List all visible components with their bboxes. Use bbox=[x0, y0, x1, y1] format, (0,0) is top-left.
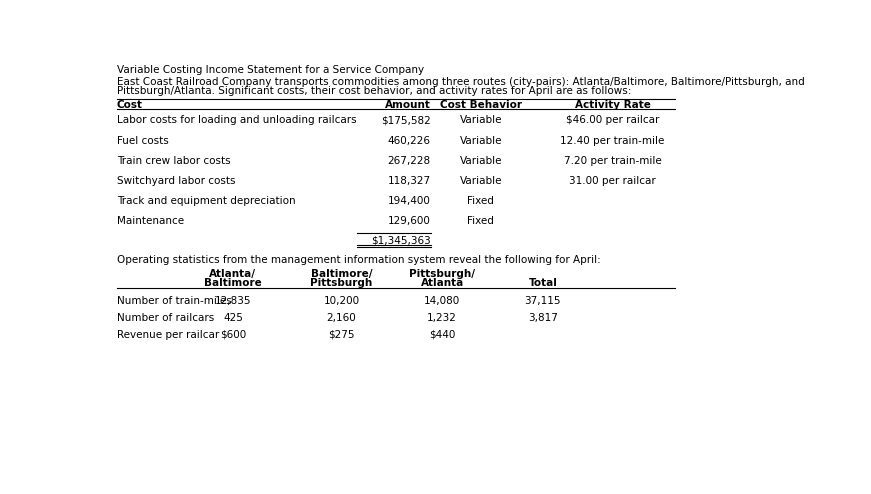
Text: Amount: Amount bbox=[385, 100, 430, 110]
Text: Total: Total bbox=[529, 278, 557, 288]
Text: 37,115: 37,115 bbox=[524, 296, 561, 306]
Text: Atlanta/: Atlanta/ bbox=[209, 269, 256, 279]
Text: 12,835: 12,835 bbox=[214, 296, 251, 306]
Text: Variable: Variable bbox=[460, 135, 502, 146]
Text: 31.00 per railcar: 31.00 per railcar bbox=[570, 175, 656, 186]
Text: $440: $440 bbox=[429, 329, 456, 339]
Text: 129,600: 129,600 bbox=[388, 215, 430, 226]
Text: Fixed: Fixed bbox=[468, 196, 495, 206]
Text: Variable: Variable bbox=[460, 156, 502, 165]
Text: Maintenance: Maintenance bbox=[117, 215, 184, 226]
Text: 7.20 per train-mile: 7.20 per train-mile bbox=[564, 156, 661, 165]
Text: $600: $600 bbox=[219, 329, 246, 339]
Text: Pittsburgh/Atlanta. Significant costs, their cost behavior, and activity rates f: Pittsburgh/Atlanta. Significant costs, t… bbox=[117, 86, 631, 96]
Text: Operating statistics from the management information system reveal the following: Operating statistics from the management… bbox=[117, 255, 600, 265]
Text: Pittsburgh: Pittsburgh bbox=[310, 278, 373, 288]
Text: Switchyard labor costs: Switchyard labor costs bbox=[117, 175, 235, 186]
Text: $1,345,363: $1,345,363 bbox=[371, 236, 430, 246]
Text: Track and equipment depreciation: Track and equipment depreciation bbox=[117, 196, 295, 206]
Text: East Coast Railroad Company transports commodities among three routes (city-pair: East Coast Railroad Company transports c… bbox=[117, 77, 805, 87]
Text: 10,200: 10,200 bbox=[323, 296, 360, 306]
Text: 118,327: 118,327 bbox=[388, 175, 430, 186]
Text: Baltimore/: Baltimore/ bbox=[311, 269, 372, 279]
Text: Train crew labor costs: Train crew labor costs bbox=[117, 156, 230, 165]
Text: Cost: Cost bbox=[117, 100, 143, 110]
Text: Atlanta: Atlanta bbox=[421, 278, 463, 288]
Text: 12.40 per train-mile: 12.40 per train-mile bbox=[560, 135, 665, 146]
Text: Cost Behavior: Cost Behavior bbox=[440, 100, 522, 110]
Text: 1,232: 1,232 bbox=[427, 313, 457, 323]
Text: 194,400: 194,400 bbox=[388, 196, 430, 206]
Text: Activity Rate: Activity Rate bbox=[575, 100, 651, 110]
Text: $275: $275 bbox=[328, 329, 354, 339]
Text: Variable: Variable bbox=[460, 175, 502, 186]
Text: Labor costs for loading and unloading railcars: Labor costs for loading and unloading ra… bbox=[117, 116, 356, 125]
Text: $46.00 per railcar: $46.00 per railcar bbox=[566, 116, 659, 125]
Text: Number of railcars: Number of railcars bbox=[117, 313, 214, 323]
Text: 2,160: 2,160 bbox=[327, 313, 356, 323]
Text: Pittsburgh/: Pittsburgh/ bbox=[409, 269, 475, 279]
Text: Fuel costs: Fuel costs bbox=[117, 135, 168, 146]
Text: 14,080: 14,080 bbox=[424, 296, 460, 306]
Text: 3,817: 3,817 bbox=[528, 313, 557, 323]
Text: Variable: Variable bbox=[460, 116, 502, 125]
Text: Revenue per railcar: Revenue per railcar bbox=[117, 329, 219, 339]
Text: Number of train-miles: Number of train-miles bbox=[117, 296, 232, 306]
Text: 460,226: 460,226 bbox=[388, 135, 430, 146]
Text: Baltimore: Baltimore bbox=[204, 278, 262, 288]
Text: 267,228: 267,228 bbox=[388, 156, 430, 165]
Text: Variable Costing Income Statement for a Service Company: Variable Costing Income Statement for a … bbox=[117, 65, 424, 76]
Text: Fixed: Fixed bbox=[468, 215, 495, 226]
Text: 425: 425 bbox=[223, 313, 243, 323]
Text: $175,582: $175,582 bbox=[381, 116, 430, 125]
